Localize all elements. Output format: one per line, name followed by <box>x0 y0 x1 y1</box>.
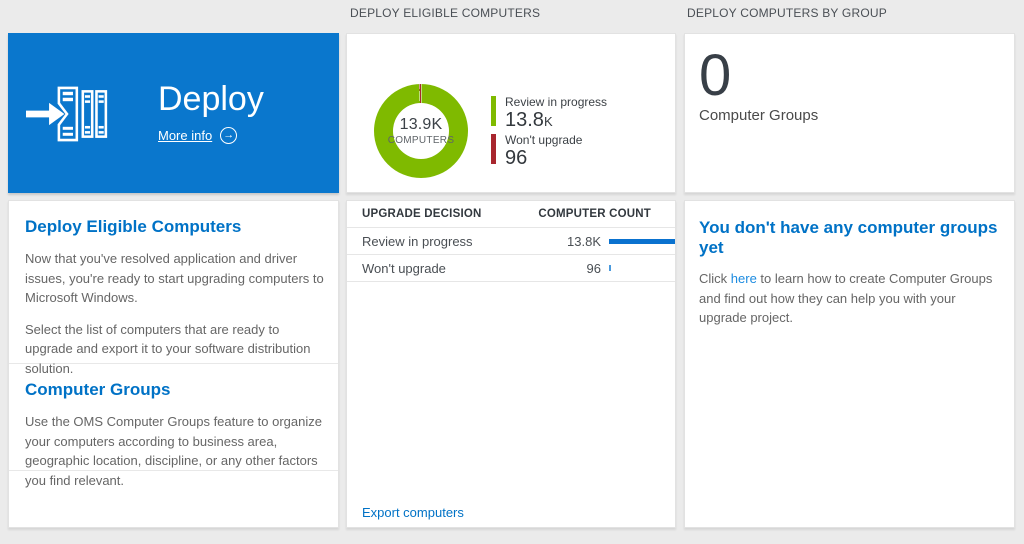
computer-groups-heading: Computer Groups <box>25 380 171 399</box>
row-name: Won't upgrade <box>362 260 446 276</box>
more-info-link[interactable]: More info <box>158 128 213 144</box>
row-count: 96 <box>586 260 601 276</box>
deploy-eligible-paragraph-2: Select the list of computers that are re… <box>25 321 311 376</box>
computer-groups-count-label: Computer Groups <box>699 106 819 124</box>
count-bar <box>609 265 611 271</box>
deploy-arrow-servers-icon <box>26 86 108 142</box>
no-computer-groups-card: You don't have any computer groups yet C… <box>684 200 1015 528</box>
donut-center: 13.9K COMPUTERS <box>388 103 454 159</box>
deploy-description-card: Deploy Eligible Computers Now that you'v… <box>8 200 339 528</box>
here-link[interactable]: here <box>730 271 757 286</box>
upgrade-decision-donut-chart[interactable]: 13.9K COMPUTERS <box>374 84 468 178</box>
legend-value: 96 <box>505 147 528 170</box>
donut-total-label: COMPUTERS <box>387 135 455 146</box>
computer-groups-count: 0 <box>699 43 732 108</box>
computers-by-group-header: DEPLOY COMPUTERS BY GROUP <box>687 6 887 20</box>
no-groups-heading: You don't have any computer groups yet <box>699 218 998 257</box>
eligible-computers-header: DEPLOY ELIGIBLE COMPUTERS <box>350 6 541 20</box>
donut-total-value: 13.9K <box>399 116 443 133</box>
legend-item-wont-upgrade[interactable]: Won't upgrade 96 <box>491 133 607 170</box>
export-computers-link[interactable]: Export computers <box>362 505 464 520</box>
tile-title: Deploy <box>158 80 264 118</box>
deploy-eligible-heading: Deploy Eligible Computers <box>25 217 242 236</box>
computer-groups-count-card: 0 Computer Groups <box>684 33 1015 193</box>
computer-groups-paragraph: Use the OMS Computer Groups feature to o… <box>25 414 322 488</box>
computer-count-column-header: COMPUTER COUNT <box>538 208 651 220</box>
row-name: Review in progress <box>362 233 473 249</box>
legend-value: 13.8K <box>505 109 553 132</box>
no-groups-body: Click here to learn how to create Comput… <box>699 271 993 325</box>
legend-swatch-red <box>491 134 496 165</box>
deploy-eligible-paragraph-1: Now that you've resolved application and… <box>25 251 324 305</box>
deploy-tile[interactable]: Deploy More info → <box>8 33 339 193</box>
legend-label: Won't upgrade <box>505 133 583 148</box>
legend-label: Review in progress <box>505 95 608 109</box>
legend-item-review-in-progress[interactable]: Review in progress 13.8K <box>491 95 608 132</box>
eligible-computers-chart-card: 13.9K COMPUTERS Review in progress 13.8K… <box>346 33 676 193</box>
donut-legend: Review in progress 13.8K Won't upgrade 9… <box>491 95 608 170</box>
row-count: 13.8K <box>567 233 601 249</box>
table-row[interactable]: Won't upgrade 96 <box>347 255 675 282</box>
count-bar <box>609 238 675 244</box>
computer-groups-section: Computer Groups Use the OMS Computer Gro… <box>9 364 338 488</box>
more-info-arrow-icon[interactable]: → <box>220 127 238 145</box>
table-header-row: UPGRADE DECISION COMPUTER COUNT <box>347 201 675 228</box>
upgrade-decision-column-header: UPGRADE DECISION <box>362 208 482 220</box>
deploy-eligible-section: Deploy Eligible Computers Now that you'v… <box>9 201 338 376</box>
table-row[interactable]: Review in progress 13.8K <box>347 228 675 255</box>
legend-swatch-green <box>491 96 496 126</box>
upgrade-decision-table-card: UPGRADE DECISION COMPUTER COUNT Review i… <box>346 200 676 528</box>
